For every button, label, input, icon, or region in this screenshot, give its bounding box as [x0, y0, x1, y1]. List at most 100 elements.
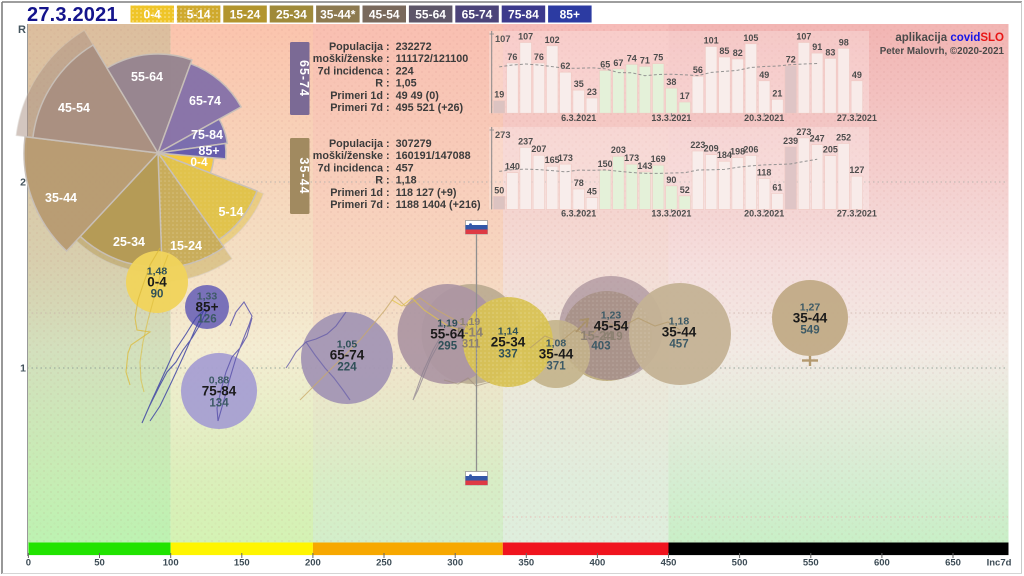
svg-text:76: 76 [534, 52, 544, 62]
svg-text:500: 500 [732, 558, 748, 569]
svg-text:1,27: 1,27 [800, 302, 821, 314]
svg-text:107: 107 [495, 34, 511, 44]
svg-text:311: 311 [462, 339, 481, 351]
svg-text:15-24: 15-24 [170, 239, 202, 253]
svg-text:1,23: 1,23 [601, 310, 622, 322]
svg-text:: 1188 1404 (+216): : 1188 1404 (+216) [386, 199, 481, 211]
svg-text:1,19: 1,19 [437, 318, 458, 330]
svg-text:75-84: 75-84 [508, 8, 539, 22]
svg-text:5-14: 5-14 [218, 205, 243, 219]
svg-text:65-74: 65-74 [189, 94, 221, 108]
svg-text:35-44: 35-44 [297, 158, 311, 195]
svg-text:23: 23 [587, 87, 597, 97]
svg-text:56: 56 [693, 65, 703, 75]
svg-text:0-4: 0-4 [147, 275, 167, 290]
svg-text:295: 295 [438, 341, 458, 353]
svg-text:35: 35 [574, 79, 584, 89]
svg-text:27.3.2021: 27.3.2021 [837, 209, 877, 219]
svg-text:Populacija: Populacija [329, 138, 384, 150]
svg-text:moški/ženske: moški/ženske [313, 53, 383, 65]
svg-text:49: 49 [852, 70, 862, 80]
svg-text:17: 17 [680, 91, 690, 101]
svg-text:1,48: 1,48 [147, 266, 168, 278]
svg-text:107: 107 [518, 32, 533, 42]
svg-text:0-4: 0-4 [144, 8, 162, 22]
svg-text:: 160191/147088: : 160191/147088 [386, 150, 471, 162]
svg-text:21: 21 [772, 88, 782, 98]
svg-text:67: 67 [613, 58, 623, 68]
svg-text:78: 78 [574, 178, 584, 188]
svg-text:247: 247 [810, 134, 825, 144]
svg-text:223: 223 [690, 140, 705, 150]
svg-text:173: 173 [558, 153, 573, 163]
svg-text:50: 50 [494, 185, 504, 195]
svg-text:74: 74 [627, 53, 637, 63]
svg-text:1: 1 [20, 363, 26, 375]
svg-text:1,08: 1,08 [546, 338, 567, 350]
svg-text:20.3.2021: 20.3.2021 [744, 113, 784, 123]
svg-text:207: 207 [531, 144, 546, 154]
svg-text:550: 550 [803, 558, 819, 569]
svg-text:35-44: 35-44 [793, 311, 828, 326]
svg-text:5-14: 5-14 [187, 8, 211, 22]
svg-text:R: R [375, 175, 383, 187]
svg-text:209: 209 [704, 144, 719, 154]
svg-text:: 457: : 457 [386, 162, 414, 174]
svg-text:224: 224 [337, 362, 357, 374]
svg-text:0: 0 [26, 558, 31, 569]
svg-text:105: 105 [743, 33, 758, 43]
svg-text:0,88: 0,88 [209, 375, 230, 387]
svg-text:173: 173 [624, 153, 639, 163]
svg-text:7d incidenca: 7d incidenca [318, 162, 384, 174]
svg-text:27.3.2021: 27.3.2021 [837, 113, 877, 123]
svg-text:300: 300 [447, 558, 463, 569]
svg-text:moški/ženske: moški/ženske [313, 150, 383, 162]
svg-text:55-64: 55-64 [415, 8, 446, 22]
svg-text:Primeri 7d: Primeri 7d [330, 102, 383, 114]
svg-text:Populacija: Populacija [329, 41, 384, 53]
svg-text:62: 62 [560, 61, 570, 71]
svg-text:35-44: 35-44 [662, 325, 697, 340]
svg-text:600: 600 [874, 558, 890, 569]
svg-text:150: 150 [234, 558, 250, 569]
svg-text:134: 134 [209, 398, 229, 410]
svg-text:76: 76 [507, 52, 517, 62]
svg-text:252: 252 [836, 132, 851, 142]
svg-text:419: 419 [603, 331, 622, 343]
svg-text:: 495 521 (+26): : 495 521 (+26) [386, 102, 464, 114]
svg-text:203: 203 [611, 145, 626, 155]
svg-text:75-84: 75-84 [202, 384, 237, 399]
svg-text:Inc7d: Inc7d [987, 558, 1012, 569]
svg-text:: 111172/121100: : 111172/121100 [386, 53, 468, 65]
svg-text:184: 184 [717, 150, 732, 160]
svg-text:35-44: 35-44 [45, 191, 77, 205]
svg-text:1,14: 1,14 [498, 326, 519, 338]
svg-text:85+: 85+ [560, 8, 580, 22]
svg-text:38: 38 [666, 77, 676, 87]
svg-text:55-64: 55-64 [430, 327, 465, 342]
svg-text:: 307279: : 307279 [386, 138, 432, 150]
svg-text:aplikacija covidSLO: aplikacija covidSLO [895, 32, 1004, 44]
svg-text:273: 273 [495, 130, 511, 140]
svg-text:549: 549 [800, 325, 819, 337]
svg-text:6.3.2021: 6.3.2021 [561, 113, 596, 123]
svg-text:371: 371 [546, 361, 566, 373]
svg-text:200: 200 [305, 558, 321, 569]
svg-text:140: 140 [505, 162, 520, 172]
svg-text:350: 350 [518, 558, 534, 569]
svg-text:1,19: 1,19 [460, 316, 481, 328]
svg-text:85+: 85+ [198, 144, 219, 158]
svg-text:25-34: 25-34 [491, 335, 526, 350]
svg-text:45: 45 [587, 187, 597, 197]
svg-text:150: 150 [598, 159, 613, 169]
svg-text:143: 143 [637, 161, 652, 171]
svg-text:: 118 127 (+9): : 118 127 (+9) [386, 187, 457, 199]
svg-text:R: R [18, 24, 26, 36]
svg-text:Primeri 7d: Primeri 7d [330, 199, 383, 211]
svg-text:127: 127 [849, 165, 864, 175]
svg-text:83: 83 [825, 47, 835, 57]
svg-text:: 1,18: : 1,18 [386, 175, 417, 187]
svg-text:0-4: 0-4 [190, 155, 208, 169]
svg-text:65-74: 65-74 [297, 60, 311, 97]
svg-text:45-54: 45-54 [369, 8, 400, 22]
